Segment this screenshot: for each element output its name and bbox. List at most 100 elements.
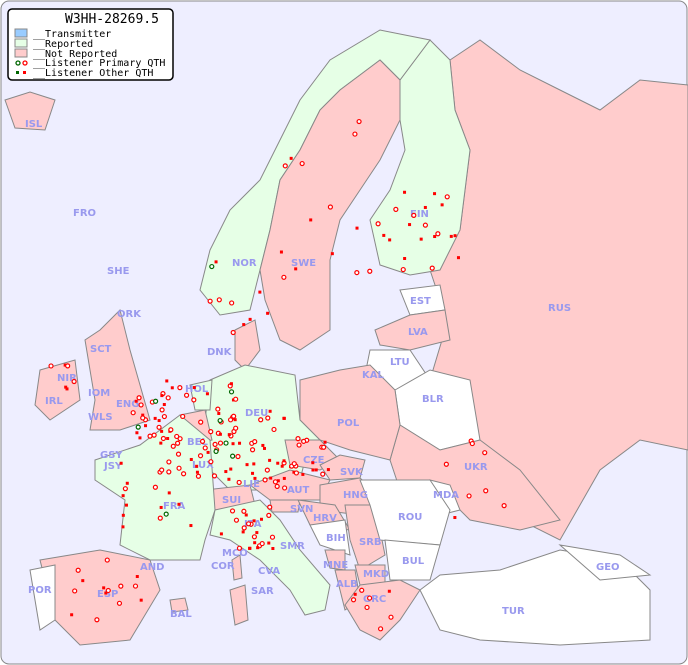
- country-por: [29, 564, 56, 631]
- country-label-hrv: HRV: [313, 513, 337, 524]
- listener-other-marker: [159, 441, 163, 445]
- country-label-mne: MNE: [323, 560, 348, 571]
- listener-primary-marker: [195, 473, 202, 479]
- listener-primary-marker: [241, 508, 247, 514]
- listener-other-marker: [449, 234, 453, 238]
- listener-other-marker: [279, 250, 283, 254]
- country-label-svk: SVK: [340, 467, 364, 478]
- listener-other-marker: [314, 468, 318, 472]
- country-label-jsy: JSY: [103, 461, 123, 472]
- country-label-geo: GEO: [596, 562, 620, 573]
- legend-other: __Listener Other QTH: [33, 68, 153, 79]
- listener-other-marker: [309, 218, 313, 222]
- listener-primary-marker: [444, 194, 450, 200]
- listener-primary-marker: [71, 378, 77, 385]
- country-label-isl: ISL: [25, 119, 43, 130]
- listener-primary-marker: [156, 424, 162, 430]
- listener-other-marker: [153, 416, 157, 420]
- listener-other-marker: [65, 387, 69, 391]
- listener-other-marker: [238, 441, 242, 445]
- listener-other-marker: [139, 598, 143, 602]
- listener-other-marker: [258, 290, 262, 294]
- listener-primary-marker: [272, 479, 279, 485]
- listener-primary-marker: [466, 493, 472, 499]
- country-label-cor: COR: [211, 561, 235, 572]
- listener-other-marker: [141, 413, 145, 417]
- listener-primary-marker: [327, 204, 334, 210]
- listener-other-marker: [167, 491, 171, 495]
- listener-primary-marker: [241, 525, 247, 531]
- listener-other-marker: [261, 443, 265, 447]
- listener-primary-marker: [135, 424, 141, 430]
- country-label-fin: FIN: [410, 209, 429, 220]
- country-label-lux: LUX: [192, 460, 214, 471]
- country-label-wls: WLS: [88, 412, 113, 423]
- listener-primary-marker: [72, 588, 78, 594]
- listener-other-marker: [165, 379, 169, 383]
- listener-primary-marker: [197, 453, 204, 459]
- country-label-she: SHE: [107, 266, 130, 277]
- listener-other-marker: [408, 223, 412, 227]
- country-label-rou: ROU: [398, 512, 422, 523]
- listener-other-marker: [294, 267, 298, 271]
- listener-primary-marker: [217, 417, 223, 424]
- country-label-bih: BIH: [326, 533, 346, 544]
- listener-primary-marker: [291, 461, 297, 467]
- listener-primary-marker: [429, 265, 435, 271]
- listener-primary-marker: [207, 298, 213, 304]
- listener-primary-marker: [202, 445, 208, 451]
- country-label-sct: SCT: [90, 344, 112, 355]
- country-label-nor: NOR: [232, 258, 257, 269]
- listener-other-marker: [214, 260, 218, 264]
- listener-primary-marker: [94, 617, 100, 623]
- country-label-bal: BAL: [170, 609, 192, 620]
- listener-other-marker: [253, 541, 257, 545]
- country-label-ork: ORK: [117, 309, 142, 320]
- country-label-cva: CVA: [258, 566, 280, 577]
- listener-primary-marker: [229, 300, 235, 306]
- listener-primary-marker: [469, 440, 475, 447]
- listener-primary-marker: [259, 540, 265, 547]
- country-label-por: POR: [28, 585, 52, 596]
- listener-other-marker: [121, 525, 125, 529]
- listener-other-marker: [64, 385, 68, 389]
- listener-primary-marker: [320, 471, 326, 477]
- listener-primary-marker: [262, 477, 268, 483]
- legend-not-reported: __Not Reported: [33, 49, 117, 60]
- listener-primary-marker: [252, 439, 258, 445]
- listener-other-marker: [229, 467, 233, 471]
- country-label-aut: AUT: [287, 485, 310, 496]
- listener-primary-marker: [388, 614, 394, 620]
- country-label-rus: RUS: [548, 303, 571, 314]
- listener-primary-marker: [198, 419, 204, 425]
- country-label-ukr: UKR: [464, 462, 488, 473]
- listener-other-marker: [423, 205, 427, 209]
- country-label-iom: IOM: [88, 388, 110, 399]
- listener-primary-marker: [151, 432, 157, 438]
- listener-primary-marker: [217, 440, 224, 446]
- listener-primary-marker: [271, 426, 277, 433]
- listener-other-marker: [282, 459, 286, 463]
- listener-primary-marker: [483, 488, 489, 494]
- primary-qth-red-icon: [22, 60, 28, 66]
- listener-primary-marker: [163, 511, 169, 517]
- listener-primary-marker: [267, 504, 273, 510]
- listener-other-marker: [330, 252, 334, 256]
- listener-other-marker: [453, 234, 457, 238]
- listener-primary-marker: [501, 503, 507, 509]
- other-qth-green-icon: [16, 71, 19, 74]
- legend-primary: __Listener Primary QTH: [33, 58, 165, 69]
- listener-primary-marker: [227, 417, 234, 423]
- listener-other-marker: [157, 419, 161, 423]
- listener-primary-marker: [166, 459, 172, 465]
- country-label-and: AND: [140, 562, 164, 573]
- country-isl: [4, 91, 56, 131]
- country-label-lva: LVA: [408, 327, 428, 338]
- listener-other-marker: [70, 613, 74, 617]
- listener-other-marker: [355, 226, 359, 230]
- listener-other-marker: [311, 461, 315, 465]
- listener-primary-marker: [75, 567, 81, 573]
- listener-primary-marker: [251, 534, 258, 540]
- listener-other-marker: [219, 532, 223, 536]
- listener-other-marker: [262, 446, 266, 450]
